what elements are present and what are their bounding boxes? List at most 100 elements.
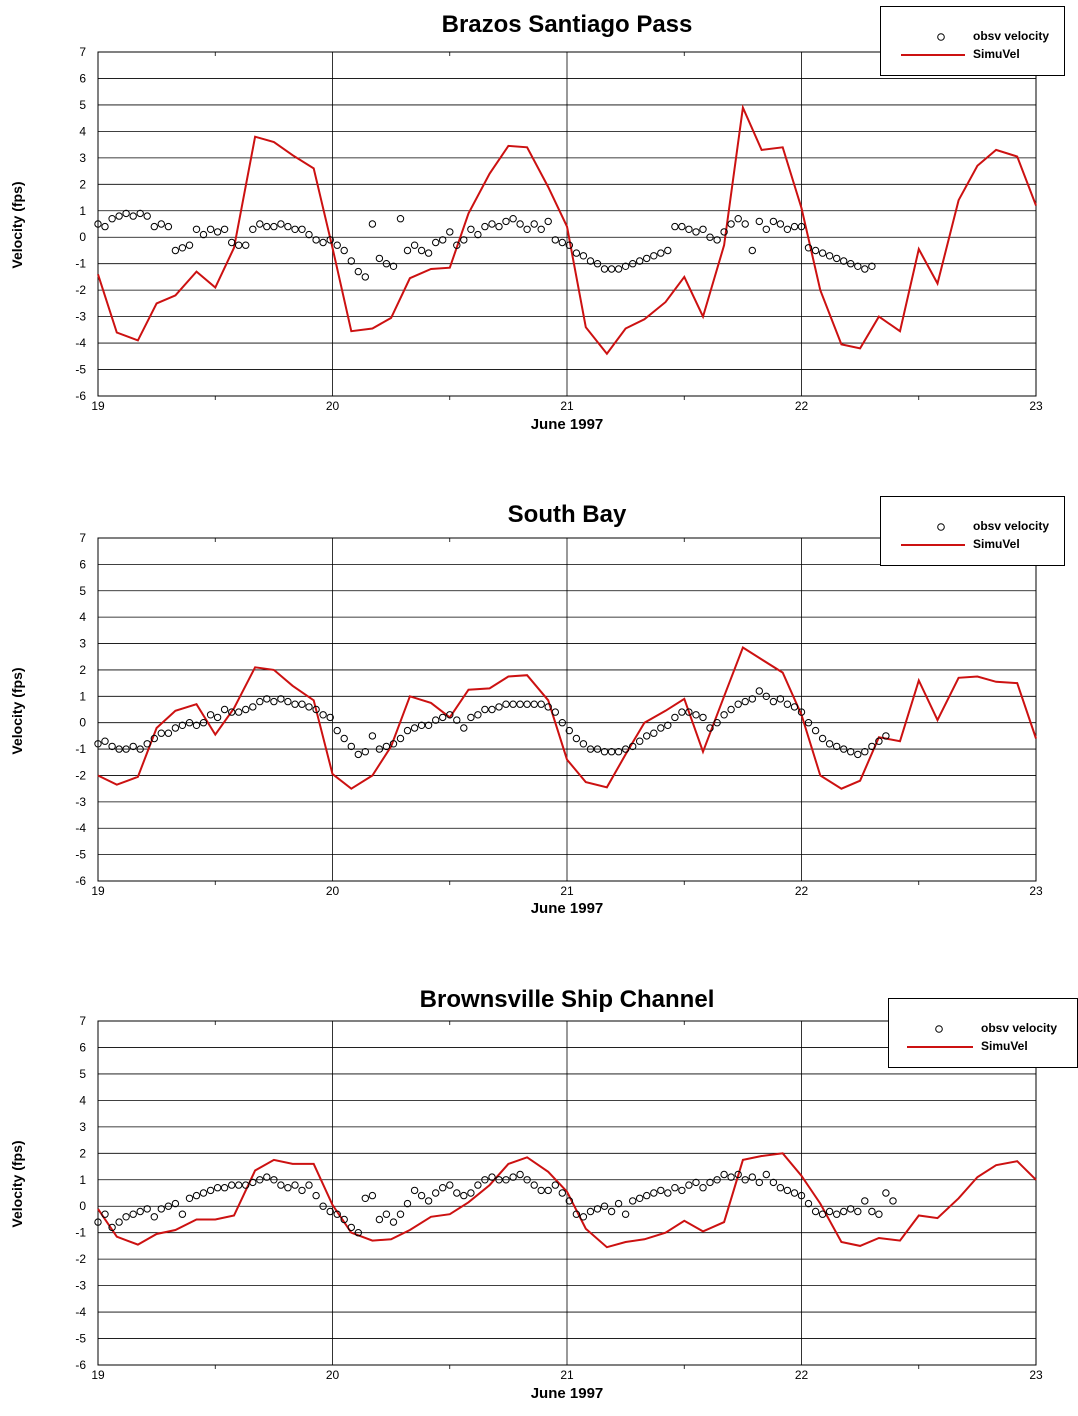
data-point bbox=[298, 700, 306, 708]
data-point bbox=[699, 225, 707, 234]
y-tick-label: 3 bbox=[79, 637, 86, 651]
data-point bbox=[818, 1210, 827, 1218]
data-point bbox=[734, 215, 742, 223]
data-point bbox=[600, 748, 609, 756]
data-point bbox=[818, 249, 827, 257]
data-point bbox=[206, 1186, 215, 1195]
data-point bbox=[776, 220, 785, 228]
data-point bbox=[544, 703, 552, 711]
plot-frame bbox=[97, 1020, 1037, 1366]
data-point bbox=[157, 1205, 166, 1213]
data-point bbox=[403, 726, 412, 735]
data-point bbox=[474, 230, 482, 239]
data-point bbox=[396, 734, 405, 743]
data-point bbox=[424, 249, 433, 257]
data-point bbox=[312, 236, 320, 244]
data-point bbox=[840, 257, 848, 265]
y-tick-label: 2 bbox=[79, 177, 86, 191]
y-tick-label: 4 bbox=[79, 1093, 86, 1107]
data-point bbox=[755, 1178, 763, 1187]
data-point bbox=[875, 1210, 883, 1218]
data-point bbox=[847, 260, 855, 268]
data-point bbox=[678, 708, 686, 716]
data-point bbox=[762, 1170, 770, 1179]
data-point bbox=[129, 1210, 137, 1218]
data-point bbox=[607, 1207, 616, 1216]
y-tick-label: 7 bbox=[79, 531, 86, 545]
data-point bbox=[741, 697, 749, 706]
data-point bbox=[607, 265, 616, 273]
data-point bbox=[769, 217, 778, 226]
data-point bbox=[460, 236, 468, 244]
data-point bbox=[671, 222, 679, 231]
data-point bbox=[382, 260, 391, 268]
data-point bbox=[769, 697, 778, 706]
red-line-icon bbox=[901, 54, 965, 56]
circle-marker-icon bbox=[937, 33, 945, 41]
x-tick-label: 23 bbox=[1029, 1368, 1043, 1382]
y-tick-label: -4 bbox=[75, 821, 86, 835]
x-tick-label: 23 bbox=[1029, 399, 1043, 413]
data-point bbox=[664, 1189, 672, 1197]
legend-item-obsv: obsv velocity bbox=[889, 1021, 1077, 1037]
data-point bbox=[720, 228, 728, 236]
data-point bbox=[748, 1173, 756, 1181]
data-point bbox=[270, 1176, 278, 1184]
data-point bbox=[706, 1178, 714, 1187]
data-point bbox=[446, 1181, 454, 1189]
data-point bbox=[439, 236, 447, 244]
data-point bbox=[762, 692, 770, 701]
data-point bbox=[396, 1210, 405, 1218]
data-point bbox=[453, 1189, 461, 1197]
data-point bbox=[340, 734, 348, 743]
y-tick-label: -4 bbox=[75, 336, 86, 350]
data-point bbox=[614, 748, 623, 756]
legend-label: obsv velocity bbox=[973, 29, 1050, 43]
data-point bbox=[530, 700, 538, 708]
red-line-icon bbox=[901, 544, 965, 546]
data-point bbox=[326, 713, 334, 722]
data-point bbox=[664, 246, 672, 255]
data-point bbox=[199, 719, 208, 727]
data-point bbox=[403, 1199, 412, 1208]
data-point bbox=[382, 1210, 391, 1218]
data-point bbox=[523, 700, 531, 708]
data-point bbox=[235, 1181, 243, 1189]
data-point bbox=[340, 246, 348, 255]
data-point bbox=[129, 742, 137, 751]
data-point bbox=[488, 1173, 496, 1181]
data-point bbox=[410, 241, 419, 249]
data-point bbox=[178, 244, 187, 252]
y-tick-label: -6 bbox=[75, 874, 86, 888]
data-point bbox=[326, 1207, 334, 1216]
data-point bbox=[347, 257, 355, 265]
data-point bbox=[284, 1184, 292, 1192]
data-point bbox=[629, 742, 637, 751]
data-point bbox=[417, 721, 426, 730]
data-point bbox=[354, 1229, 362, 1237]
y-tick-label: -3 bbox=[75, 1279, 86, 1293]
data-point bbox=[502, 217, 510, 226]
data-point bbox=[228, 1181, 236, 1189]
data-point bbox=[748, 246, 756, 255]
data-point bbox=[453, 241, 461, 249]
circle-marker-icon bbox=[935, 1025, 943, 1033]
chart-brownsville-ship-channel: Brownsville Ship Channel Velocity (fps) … bbox=[0, 975, 1078, 1416]
data-point bbox=[94, 220, 102, 228]
data-point bbox=[108, 215, 116, 223]
data-point bbox=[277, 695, 285, 703]
data-point bbox=[537, 225, 545, 234]
data-point bbox=[621, 1210, 630, 1218]
y-tick-label: -2 bbox=[75, 1252, 86, 1266]
y-tick-label: 1 bbox=[79, 689, 86, 703]
data-point bbox=[417, 1191, 426, 1200]
data-point bbox=[185, 241, 194, 249]
x-tick-label: 20 bbox=[326, 399, 340, 413]
data-point bbox=[213, 1184, 222, 1192]
data-point bbox=[762, 225, 770, 234]
data-point bbox=[220, 705, 229, 714]
chart-south-bay: South Bay Velocity (fps) 7 6 5 4 3 2 1 0 -1 -2 -3-… bbox=[0, 490, 1078, 960]
data-point bbox=[178, 721, 187, 730]
